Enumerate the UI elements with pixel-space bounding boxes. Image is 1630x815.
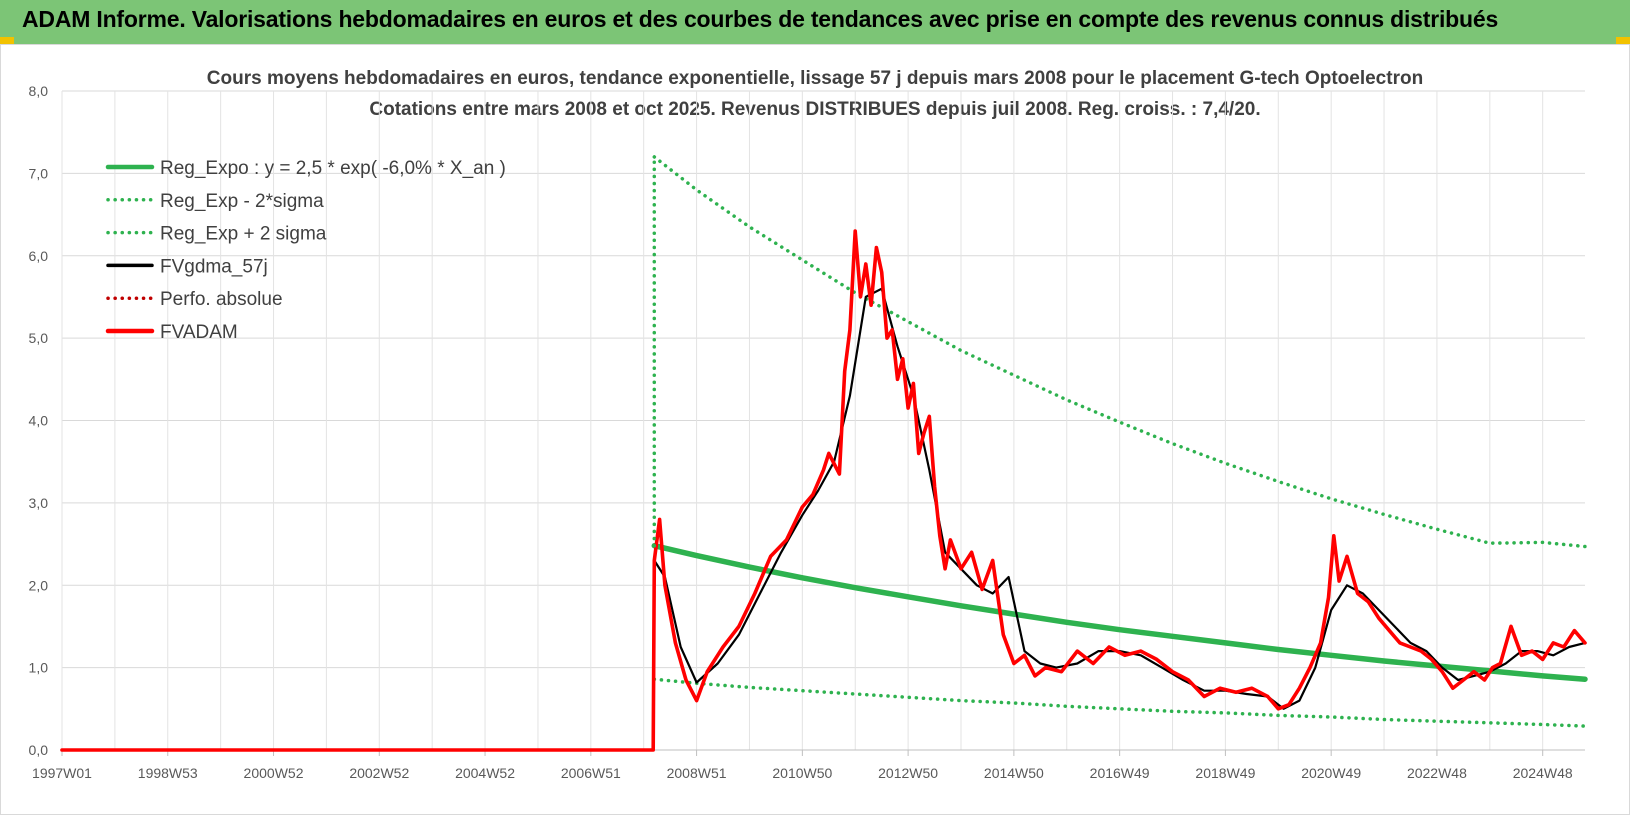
x-tick-label: 1997W01 (32, 765, 92, 781)
x-tick-label: 2012W50 (878, 765, 938, 781)
legend-entry: Perfo. absolue (160, 289, 283, 310)
legend-entry: Reg_Exp - 2*sigma (160, 191, 324, 212)
y-tick-label: 6,0 (29, 248, 49, 264)
report-banner: ADAM Informe. Valorisations hebdomadaire… (0, 0, 1630, 44)
banner-accent-right (1616, 37, 1630, 44)
chart-title: Cours moyens hebdomadaires en euros, ten… (206, 68, 1424, 89)
legend-entry: FVADAM (160, 322, 238, 343)
x-tick-label: 2020W49 (1301, 765, 1361, 781)
legend: Reg_Expo : y = 2,5 * exp( -6,0% * X_an )… (105, 158, 506, 343)
x-tick-label: 1998W53 (138, 765, 198, 781)
x-tick-label: 2018W49 (1195, 765, 1255, 781)
banner-accent-left (0, 37, 14, 44)
y-axis-ticks: 0,0 1,0 2,0 3,0 4,0 5,0 6,0 7,0 8,0 (29, 83, 49, 758)
x-tick-label: 2002W52 (349, 765, 409, 781)
x-tick-label: 2008W51 (667, 765, 727, 781)
report-title: ADAM Informe. Valorisations hebdomadaire… (22, 6, 1499, 32)
y-tick-label: 3,0 (29, 495, 49, 511)
series-line-1 (652, 677, 1587, 728)
legend-entry: Reg_Exp + 2 sigma (160, 224, 327, 245)
chart-subtitle: Cotations entre mars 2008 et oct 2025. R… (369, 99, 1261, 120)
x-tick-label: 2010W50 (772, 765, 832, 781)
legend-entry: FVgdma_57j (160, 256, 268, 277)
y-tick-label: 4,0 (29, 413, 49, 429)
y-tick-label: 1,0 (29, 660, 49, 676)
series-lines (60, 155, 1588, 752)
x-tick-label: 2022W48 (1407, 765, 1467, 781)
y-tick-label: 8,0 (29, 83, 49, 99)
x-tick-label: 2024W48 (1513, 765, 1573, 781)
x-tick-label: 2006W51 (561, 765, 621, 781)
series-line-5 (60, 229, 1587, 752)
grid-lines (61, 90, 1585, 751)
x-tick-label: 2000W52 (244, 765, 304, 781)
legend-entry: Reg_Expo : y = 2,5 * exp( -6,0% * X_an ) (160, 158, 506, 179)
y-tick-label: 0,0 (29, 742, 49, 758)
y-tick-label: 5,0 (29, 330, 49, 346)
y-tick-label: 7,0 (29, 165, 49, 181)
y-tick-label: 2,0 (29, 577, 49, 593)
series-line-2 (652, 155, 1587, 549)
x-axis-ticks: 1997W01 1998W53 2000W52 2002W52 2004W52 2006W… (32, 750, 1573, 781)
x-tick-label: 2004W52 (455, 765, 515, 781)
x-tick-label: 2014W50 (984, 765, 1044, 781)
x-tick-label: 2016W49 (1090, 765, 1150, 781)
